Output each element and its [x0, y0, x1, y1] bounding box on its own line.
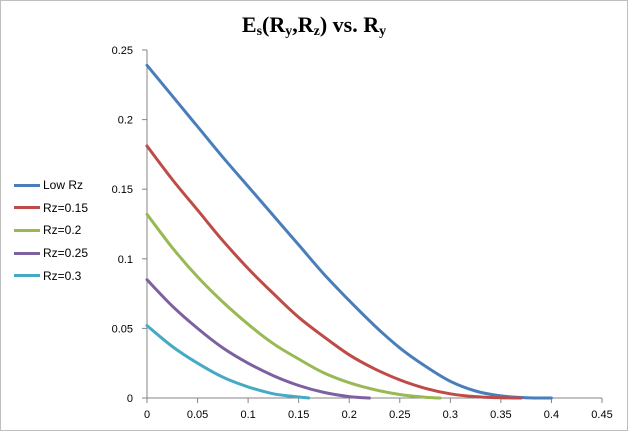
legend-swatch: [14, 206, 40, 210]
x-tick-label: 0.2: [342, 409, 357, 421]
legend-swatch: [14, 251, 40, 255]
series-line: [145, 324, 311, 400]
title-part: y: [285, 24, 293, 39]
legend-label: Rz=0.15: [43, 200, 89, 215]
chart-title: Es(Ry,Rz) vs. Ry: [0, 12, 628, 40]
title-part: ,R: [292, 12, 314, 37]
title-part: z: [313, 24, 320, 39]
legend-swatch: [14, 274, 40, 278]
legend-swatch: [14, 228, 40, 232]
legend-item: Low Rz: [14, 174, 88, 197]
legend-label: Rz=0.2: [43, 223, 82, 238]
x-tick-label: 0.1: [240, 409, 255, 421]
y-tick-label: 0.05: [112, 323, 133, 335]
series-line: [145, 144, 523, 400]
x-tick-label: 0.05: [187, 409, 208, 421]
title-part: E: [241, 12, 257, 37]
series-line: [145, 212, 442, 400]
x-tick-label: 0.15: [288, 409, 309, 421]
legend-item: Rz=0.3: [14, 264, 88, 287]
title-part: ) vs. R: [319, 12, 380, 37]
y-tick-label: 0.15: [112, 184, 133, 196]
y-tick-label: 0.1: [118, 254, 133, 266]
legend-swatch: [14, 183, 40, 187]
x-tick-label: 0.45: [591, 409, 612, 421]
x-tick-label: 0.3: [443, 409, 458, 421]
x-tick-label: 0.35: [490, 409, 511, 421]
legend-item: Rz=0.15: [14, 197, 88, 220]
title-part: (R: [262, 12, 286, 37]
y-tick-label: 0.2: [118, 115, 133, 127]
title-part: s: [256, 24, 263, 39]
legend-label: Low Rz: [43, 178, 84, 193]
y-tick-label: 0.25: [112, 45, 133, 57]
legend-item: Rz=0.25: [14, 242, 88, 265]
legend-item: Rz=0.2: [14, 219, 88, 242]
series-line: [145, 63, 553, 400]
legend: Low Rz Rz=0.15 Rz=0.2 Rz=0.25 Rz=0.3: [14, 174, 88, 287]
x-tick-label: 0.25: [389, 409, 410, 421]
series-line: [145, 278, 371, 400]
y-tick-label: 0: [127, 393, 133, 405]
legend-label: Rz=0.25: [43, 246, 89, 261]
legend-label: Rz=0.3: [43, 268, 82, 283]
x-tick-label: 0.4: [544, 409, 559, 421]
x-tick-label: 0: [144, 409, 150, 421]
title-part: y: [379, 24, 387, 39]
